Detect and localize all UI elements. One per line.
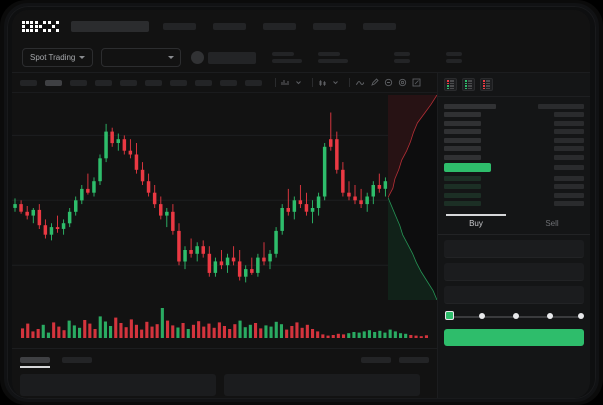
orderbook-bid-row[interactable] [444, 191, 584, 200]
order-price-field[interactable] [444, 240, 584, 258]
timeframe-button-5[interactable] [145, 79, 162, 86]
chart-toolbar [12, 73, 437, 93]
orderbook-trade-panel: Buy Sell [437, 73, 590, 398]
active-side-underline [446, 214, 506, 216]
orders-card-0 [20, 374, 216, 396]
tab-open-orders[interactable] [20, 357, 50, 363]
top-navigation-bar [12, 10, 590, 43]
volume-histogram [12, 298, 437, 348]
trading-pair-select[interactable] [101, 48, 182, 67]
market-stat-3 [446, 52, 463, 63]
timeframe-button-4[interactable] [120, 79, 137, 86]
candlestick-chart[interactable] [12, 93, 437, 298]
market-stat-0 [272, 52, 303, 63]
timeframe-button-9[interactable] [245, 79, 262, 86]
orderbook-view-modes [438, 73, 590, 97]
orderbook-ask-row[interactable] [444, 136, 584, 145]
nav-item-3[interactable] [313, 23, 346, 30]
timeframe-button-3[interactable] [95, 79, 112, 86]
toolbar-divider [349, 78, 350, 87]
market-depth-chart [388, 95, 437, 300]
chevron-down-icon[interactable] [332, 79, 339, 86]
timeframe-button-0[interactable] [20, 79, 37, 86]
chevron-down-icon[interactable] [295, 79, 302, 86]
tab-sell[interactable]: Sell [545, 219, 559, 228]
orderbook-bid-row[interactable] [444, 200, 584, 209]
market-stat-1 [318, 52, 349, 63]
orderbook-mode-both[interactable] [444, 78, 457, 91]
chevron-down-icon [168, 56, 175, 59]
timeframe-button-8[interactable] [220, 79, 237, 86]
orderbook-last-price [444, 163, 584, 173]
settings-icon[interactable] [398, 78, 407, 87]
app-screen: Spot Trading [12, 10, 590, 398]
orderbook-header [444, 102, 584, 111]
orders-actions [361, 357, 429, 363]
nav-item-0[interactable] [163, 23, 196, 30]
toolbar-divider [275, 78, 276, 87]
slider-handle[interactable] [445, 311, 454, 320]
trading-sub-bar: Spot Trading [12, 43, 590, 73]
nav-item-4[interactable] [363, 23, 396, 30]
chevron-down-icon [79, 56, 86, 59]
orderbook-mode-bids[interactable] [462, 78, 475, 91]
okx-logo[interactable] [22, 21, 59, 32]
orderbook-bid-row[interactable] [444, 183, 584, 192]
chart-type-icon[interactable] [318, 79, 327, 87]
orderbook [438, 97, 590, 208]
slider-stop-50[interactable] [513, 312, 519, 319]
orderbook-bid-row[interactable] [444, 174, 584, 183]
order-amount-field[interactable] [444, 263, 584, 281]
orders-tab-bar [20, 349, 429, 371]
orderbook-ask-row[interactable] [444, 145, 584, 154]
toolbar-divider [312, 78, 313, 87]
logo-letter-k [35, 21, 46, 32]
magnet-icon[interactable] [384, 78, 393, 87]
pair-coin-avatar [191, 51, 205, 64]
orders-placeholder-cards [20, 374, 429, 396]
nav-item-2[interactable] [263, 23, 296, 30]
orderbook-ask-row[interactable] [444, 128, 584, 137]
trendline-icon[interactable] [355, 79, 365, 87]
orderbook-mode-asks[interactable] [480, 78, 493, 91]
orders-action-0[interactable] [361, 357, 391, 363]
tab-order-history[interactable] [62, 357, 92, 363]
orders-panel [12, 348, 437, 398]
pencil-icon[interactable] [370, 78, 379, 87]
order-side-tabs: Buy Sell [438, 214, 590, 235]
slider-stop-25[interactable] [479, 312, 485, 319]
timeframe-button-2[interactable] [70, 79, 87, 86]
trading-mode-label: Spot Trading [30, 53, 76, 62]
orderbook-ask-row[interactable] [444, 153, 584, 162]
search-input[interactable] [71, 21, 149, 32]
trading-mode-dropdown[interactable]: Spot Trading [22, 48, 94, 67]
ticker-price [208, 51, 257, 64]
tab-buy[interactable]: Buy [469, 219, 483, 228]
logo-letter-x [48, 21, 59, 32]
logo-letter-o [22, 21, 33, 32]
timeframe-button-6[interactable] [170, 79, 187, 86]
market-stat-2 [394, 52, 411, 63]
timeframe-button-7[interactable] [195, 79, 212, 86]
place-buy-order-button[interactable] [444, 329, 584, 346]
indicators-icon[interactable] [281, 79, 290, 87]
amount-percent-slider[interactable] [445, 310, 584, 324]
orders-card-1 [224, 374, 420, 396]
fullscreen-icon[interactable] [412, 78, 421, 87]
orderbook-ask-row[interactable] [444, 111, 584, 120]
slider-stop-75[interactable] [547, 312, 553, 319]
orders-action-1[interactable] [399, 357, 429, 363]
timeframe-button-1[interactable] [45, 79, 62, 86]
orderbook-ask-row[interactable] [444, 119, 584, 128]
nav-item-1[interactable] [213, 23, 246, 30]
slider-stop-100[interactable] [578, 312, 584, 319]
active-tab-underline [20, 366, 50, 368]
order-total-field[interactable] [444, 286, 584, 304]
